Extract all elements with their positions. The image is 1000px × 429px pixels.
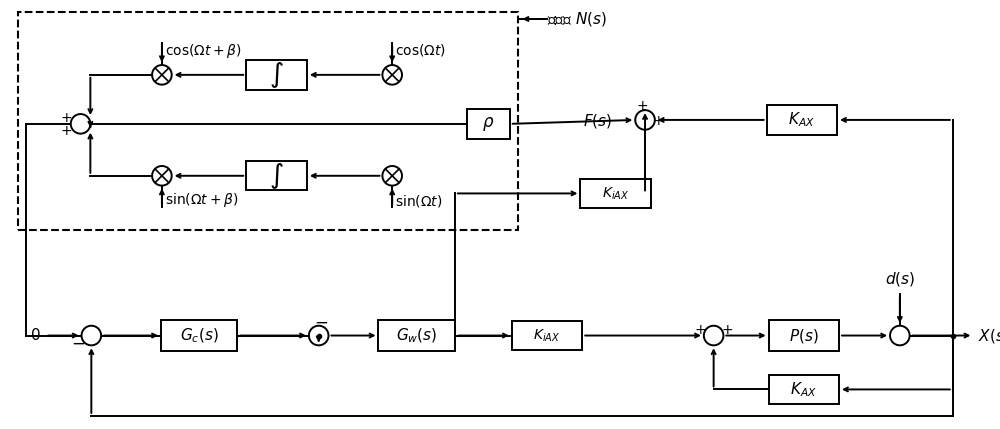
Bar [769, 320, 839, 351]
Circle shape [635, 110, 655, 130]
Text: $\rho$: $\rho$ [482, 115, 494, 133]
Bar [467, 109, 510, 139]
Text: $X(s)$: $X(s)$ [978, 326, 1000, 344]
Bar [580, 179, 651, 208]
Text: +: + [636, 99, 648, 113]
Text: $P(s)$: $P(s)$ [789, 326, 819, 344]
Text: $K_{iAX}$: $K_{iAX}$ [533, 327, 561, 344]
Text: $\cos(\Omega t+\beta)$: $\cos(\Omega t+\beta)$ [165, 42, 242, 60]
Text: $F(s)$: $F(s)$ [583, 112, 613, 130]
Text: $\sin(\Omega t)$: $\sin(\Omega t)$ [395, 193, 443, 209]
Circle shape [309, 326, 328, 345]
Bar [767, 105, 837, 135]
Circle shape [71, 114, 90, 134]
Bar [246, 60, 307, 90]
Text: +: + [722, 323, 733, 337]
Text: +: + [694, 323, 706, 337]
Circle shape [382, 65, 402, 85]
Text: $\cos(\Omega t)$: $\cos(\Omega t)$ [395, 42, 446, 57]
Circle shape [82, 326, 101, 345]
Text: $\int$: $\int$ [269, 60, 284, 90]
Text: $d(s)$: $d(s)$ [885, 271, 915, 288]
Text: $K_{AX}$: $K_{AX}$ [788, 111, 815, 129]
Text: $\sin(\Omega t+\beta)$: $\sin(\Omega t+\beta)$ [165, 191, 238, 209]
Circle shape [382, 166, 402, 186]
Text: $K_{AX}$: $K_{AX}$ [790, 380, 817, 399]
Text: +: + [60, 124, 72, 138]
Circle shape [152, 166, 172, 186]
Circle shape [704, 326, 723, 345]
Text: $K_{iAX}$: $K_{iAX}$ [602, 185, 629, 202]
Circle shape [890, 326, 910, 345]
Text: $G_c(s)$: $G_c(s)$ [180, 326, 218, 345]
Text: 陷波器 $N(s)$: 陷波器 $N(s)$ [547, 10, 607, 28]
Text: 0: 0 [31, 328, 40, 343]
Text: $\int$: $\int$ [269, 161, 284, 191]
Bar [18, 12, 518, 230]
Circle shape [152, 65, 172, 85]
Text: $-$: $-$ [314, 313, 328, 331]
Text: +: + [60, 111, 72, 125]
Bar [378, 320, 455, 351]
Bar [769, 375, 839, 404]
Text: $G_w(s)$: $G_w(s)$ [396, 326, 437, 345]
Bar [246, 161, 307, 190]
Bar [161, 320, 237, 351]
Text: +: + [653, 114, 665, 128]
Bar [512, 321, 582, 350]
Text: $-$: $-$ [71, 333, 85, 351]
